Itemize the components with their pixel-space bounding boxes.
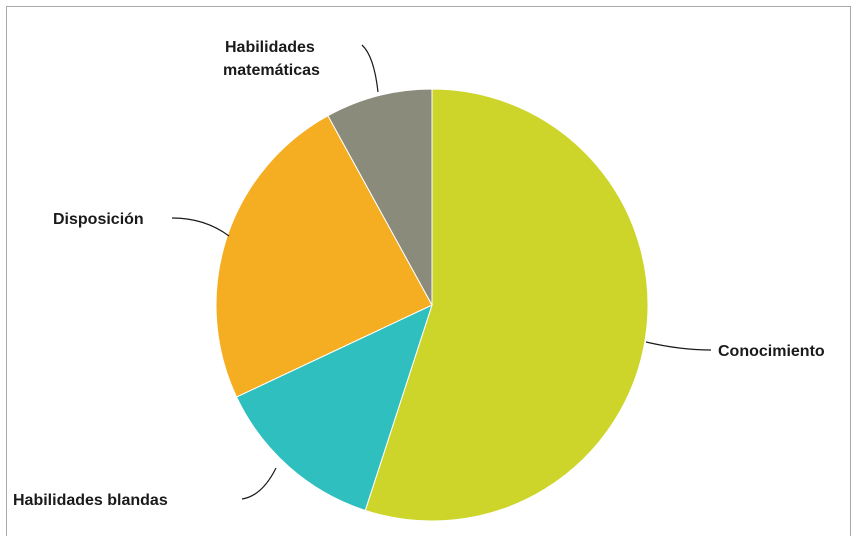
- pie-slice-conocimiento: [364, 88, 649, 522]
- leader-line-conocimiento: [645, 341, 712, 351]
- slice-label-disposicion: Disposición: [53, 211, 144, 228]
- leader-line-disposicion: [171, 217, 230, 237]
- pie-slice-habilidades-matematicas: [327, 88, 433, 306]
- leader-line-habilidades-blandas: [241, 467, 277, 500]
- leader-line-habilidades-matematicas: [361, 44, 379, 93]
- slice-label-conocimiento: Conocimiento: [718, 343, 825, 360]
- slice-label-habilidades-blandas: Habilidades blandas: [13, 492, 168, 509]
- slice-label-habilidades-matematicas-line2: matemáticas: [223, 62, 320, 79]
- pie-slice-habilidades-blandas: [235, 304, 433, 512]
- pie-slices: [215, 88, 649, 522]
- slice-label-habilidades-matematicas-line1: Habilidades: [225, 39, 315, 56]
- leader-lines: [171, 44, 712, 500]
- pie-slice-disposicion: [215, 115, 433, 398]
